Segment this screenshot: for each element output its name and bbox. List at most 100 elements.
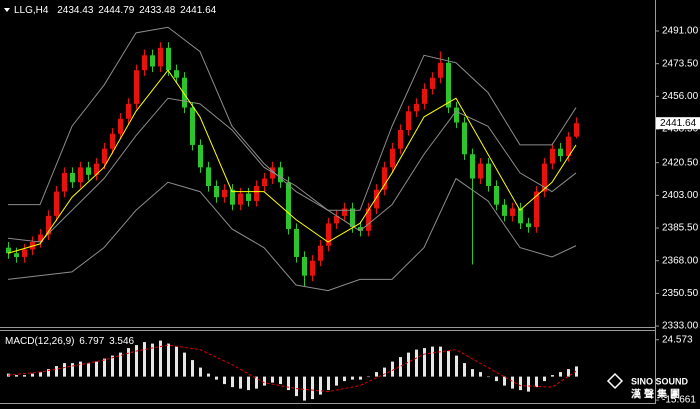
- current-price: 2441.64: [660, 118, 697, 129]
- macd-bar: [231, 376, 234, 388]
- macd-bar: [471, 369, 474, 377]
- macd-bar: [375, 372, 378, 377]
- candle-body: [126, 103, 131, 119]
- macd-bar: [255, 376, 258, 389]
- candle-body: [206, 167, 211, 187]
- macd-bar: [15, 375, 18, 377]
- macd-bar: [463, 363, 466, 377]
- macd-bar: [343, 376, 346, 382]
- candle-body: [254, 186, 259, 201]
- macd-bar: [359, 376, 362, 380]
- candle-body: [494, 186, 499, 205]
- candle-body: [230, 189, 235, 205]
- y-tick-label: 2333.00: [662, 321, 699, 332]
- candle-body: [222, 189, 227, 198]
- macd-bar: [167, 343, 170, 377]
- macd-bar: [367, 376, 370, 378]
- ohlc-close: 2441.64: [180, 5, 217, 16]
- macd-bar: [319, 376, 322, 395]
- candle-body: [398, 129, 403, 149]
- macd-bar: [543, 376, 546, 382]
- watermark: SINO SOUND 漢聲集團: [606, 372, 689, 401]
- candle-body: [382, 167, 387, 190]
- y-tick-label: 2385.50: [662, 223, 699, 234]
- candle-body: [446, 62, 451, 108]
- macd-bar: [95, 361, 98, 377]
- candle-body: [22, 249, 27, 257]
- macd-bar: [55, 366, 58, 377]
- macd-bar: [567, 369, 570, 377]
- candle-body: [342, 208, 347, 216]
- candle-body: [118, 118, 123, 134]
- macd-bar: [431, 346, 434, 377]
- candle-body: [86, 167, 91, 175]
- macd-bar: [351, 376, 354, 380]
- macd-bar: [479, 372, 482, 377]
- candle-body: [358, 227, 363, 231]
- y-tick-label: 2350.50: [662, 288, 699, 299]
- price-box: [656, 117, 700, 130]
- logo: [606, 372, 624, 390]
- y-tick-label: 2403.00: [662, 190, 699, 201]
- candle-body: [422, 88, 427, 104]
- candle-body: [430, 77, 435, 89]
- candle-body: [526, 223, 531, 228]
- macd-bar: [79, 361, 82, 377]
- candle-body: [574, 123, 579, 137]
- macd-bar: [519, 376, 522, 391]
- y-tick-label: 2473.50: [662, 58, 699, 69]
- macd-bar: [303, 376, 306, 401]
- overlay-line: [7, 69, 577, 254]
- candle-body: [406, 111, 411, 130]
- candle-body: [550, 148, 555, 164]
- macd-value: 6.797: [79, 336, 104, 347]
- candle-body: [278, 167, 283, 183]
- macd-bar: [127, 348, 130, 377]
- candle-body: [334, 215, 339, 224]
- candle-body: [46, 215, 51, 235]
- candle-body: [174, 70, 179, 78]
- macd-bar: [215, 376, 218, 380]
- candle-body: [190, 107, 195, 145]
- menu-arrow[interactable]: [4, 8, 10, 12]
- symbol: LLG,H4: [14, 5, 49, 16]
- y-tick-label: 2420.50: [662, 157, 699, 168]
- ohlc-low: 2433.48: [139, 5, 176, 16]
- macd-bar: [455, 355, 458, 377]
- candle-body: [102, 148, 107, 164]
- candle-body: [414, 103, 419, 112]
- candle-body: [94, 163, 99, 175]
- ohlc-open: 2434.43: [57, 5, 94, 16]
- candle-body: [566, 136, 571, 157]
- macd-title: MACD(12,26,9) 6.797 3.546: [5, 336, 135, 347]
- candle-body: [54, 191, 59, 216]
- y-tick-label: 2491.00: [662, 26, 699, 37]
- y-tick-label: 24.573: [662, 334, 693, 345]
- macd-bar: [87, 363, 90, 377]
- macd-bar: [23, 375, 26, 377]
- candle-body: [62, 172, 67, 192]
- macd-bar: [495, 376, 498, 382]
- candle-body: [454, 107, 459, 123]
- candle-body: [310, 260, 315, 276]
- candle-body: [262, 178, 267, 187]
- macd-bar: [135, 345, 138, 377]
- candle-body: [246, 193, 251, 201]
- macd-bar: [271, 376, 274, 383]
- candle-body: [390, 148, 395, 168]
- candle-body: [214, 186, 219, 198]
- macd-bar: [103, 358, 106, 377]
- macd-bar: [327, 376, 330, 391]
- overlay-line: [7, 97, 577, 243]
- macd-bar: [151, 343, 154, 377]
- candle-body: [134, 70, 139, 104]
- candle-body: [78, 167, 83, 183]
- overlay-line: [7, 177, 577, 292]
- candle-body: [110, 133, 115, 149]
- macd-bar: [111, 355, 114, 377]
- macd-bar: [39, 372, 42, 377]
- macd-bar: [447, 351, 450, 377]
- candle-body: [182, 77, 187, 108]
